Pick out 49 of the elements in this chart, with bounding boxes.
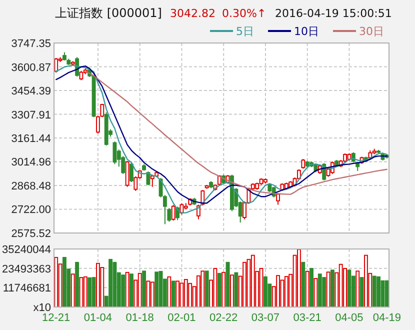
bar bbox=[171, 280, 176, 308]
x-tick-label: 02-22 bbox=[210, 312, 238, 324]
bar bbox=[121, 274, 126, 308]
bar bbox=[376, 276, 380, 308]
bar bbox=[142, 270, 146, 308]
y-tick-label: 2722.00 bbox=[11, 204, 51, 216]
y-tick-label: 3161.44 bbox=[11, 133, 51, 145]
x-tick-label: 03-21 bbox=[293, 312, 322, 324]
bar bbox=[108, 258, 112, 308]
x-tick-label: 01-18 bbox=[126, 312, 154, 324]
x-tick-label: 03-07 bbox=[251, 312, 280, 324]
bar bbox=[204, 270, 209, 308]
x-tick-label: 12-21 bbox=[42, 312, 70, 324]
text: 0.30%↑ bbox=[222, 7, 266, 20]
bar bbox=[88, 277, 92, 308]
bar bbox=[301, 262, 306, 308]
bar bbox=[154, 272, 159, 308]
y-tick-label: 3014.96 bbox=[11, 156, 51, 169]
y-tick-label: 3747.35 bbox=[11, 38, 51, 50]
bar bbox=[75, 262, 79, 308]
y-tick-label: 3600.87 bbox=[11, 62, 51, 74]
legend-label: 30日 bbox=[359, 25, 384, 38]
bar bbox=[318, 274, 322, 308]
x-tick-label: 04-19 bbox=[372, 312, 401, 324]
bar bbox=[330, 270, 334, 308]
y-tick-label: 23493363 bbox=[2, 263, 51, 276]
legend-label: 5日 bbox=[236, 25, 254, 38]
y-tick-label: 2575.52 bbox=[11, 228, 51, 240]
y-tick-label: 35240044 bbox=[2, 244, 51, 256]
legend-label: 10日 bbox=[294, 25, 319, 38]
y-tick-label: 3454.39 bbox=[11, 86, 51, 98]
chart-title: 上证指数 [000001] bbox=[55, 6, 162, 20]
bar bbox=[310, 268, 314, 308]
bar bbox=[234, 272, 238, 308]
bar bbox=[130, 274, 134, 308]
y-tick-label: 3307.91 bbox=[11, 109, 51, 122]
y-tick-label: 11746681 bbox=[2, 282, 51, 295]
bar bbox=[264, 276, 268, 308]
bar bbox=[372, 276, 376, 308]
bar bbox=[62, 256, 66, 308]
text: 3042.82 bbox=[170, 7, 216, 20]
bar bbox=[322, 277, 326, 308]
text: 2016-04-19 15:00:51 bbox=[275, 7, 392, 20]
x-tick-label: 02-01 bbox=[168, 312, 196, 324]
bar bbox=[217, 272, 222, 308]
x-tick-label: 04-05 bbox=[335, 312, 364, 324]
y-tick-label: x10 bbox=[33, 302, 51, 314]
y-tick-label: 2868.48 bbox=[11, 180, 51, 192]
x-tick-label: 01-04 bbox=[84, 312, 112, 324]
